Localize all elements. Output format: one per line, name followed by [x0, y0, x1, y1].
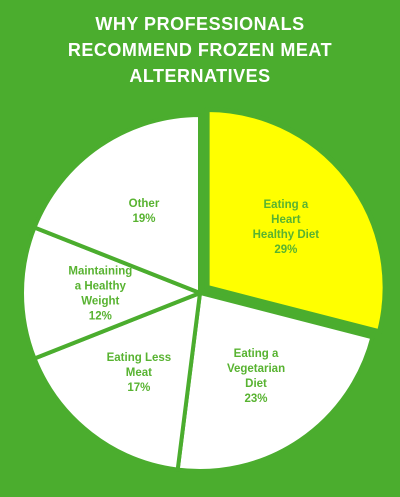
chart-title-line-3: ALTERNATIVES — [129, 66, 271, 86]
chart-title-line-2: RECOMMEND FROZEN MEAT — [67, 40, 333, 60]
pie-label-maintaining-a-healthy-weight: Maintaining a Healthy Weight 12% — [68, 266, 132, 323]
pie-label-eating-a-vegetarian-diet: Eating a Vegetarian Diet 23% — [227, 348, 285, 405]
chart-title-line-1: WHY PROFESSIONALS — [95, 14, 305, 34]
pie-slice-other — [32, 113, 202, 295]
pie-label-other: Other 19% — [129, 198, 160, 225]
pie-slice-maintaining-a-healthy-weight — [20, 225, 202, 361]
pie-label-eating-a-heart-healthy-diet: Eating a Heart Healthy Diet 29% — [253, 199, 320, 256]
pie-slice-eating-less-meat — [32, 291, 202, 472]
pie-slice-eating-a-vegetarian-diet — [175, 291, 375, 473]
pie-slice-eating-a-heart-healthy-diet — [204, 106, 388, 335]
pie-label-eating-less-meat: Eating Less Meat 17% — [107, 352, 172, 394]
